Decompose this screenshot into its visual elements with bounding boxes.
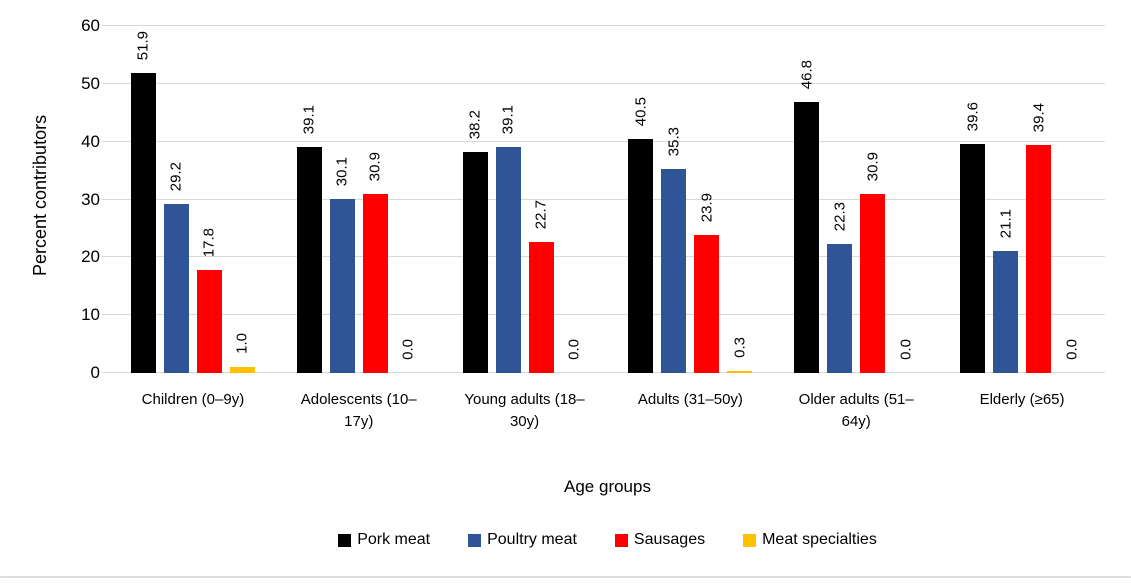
bar-value-label: 39.6 (963, 101, 981, 131)
gridline-0 (102, 372, 1105, 373)
bottom-divider (0, 576, 1131, 578)
gridline-20 (102, 256, 1105, 258)
bar-value-label: 0.3 (731, 337, 749, 359)
bar-meat-specialties: 1.0 (229, 333, 255, 373)
bar-pork-meat: 40.5 (628, 97, 654, 373)
bar-value-label: 1.0 (233, 333, 251, 355)
bar-value-label: 51.9 (134, 30, 152, 60)
bar-value-label: 22.7 (532, 199, 550, 229)
bar-pork-meat: 39.6 (960, 102, 986, 373)
legend-swatch-icon (468, 533, 482, 547)
x-slot-children-0-9y: Children (0–9y) (110, 389, 276, 433)
bar-group-older-adults-51-64y: 46.8 22.3 30.9 0.0 (773, 26, 939, 373)
bar-value-label: 40.5 (632, 96, 650, 126)
y-tick-label-30: 30 (81, 189, 100, 209)
bar-value-label: 21.1 (996, 208, 1014, 238)
legend-swatch-icon (338, 533, 352, 547)
y-tick-label-60: 60 (81, 16, 100, 35)
legend: Pork meat Poultry meat Sausages Meat specia… (110, 531, 1105, 549)
y-tick-label-10: 10 (81, 305, 100, 325)
gridline-10 (102, 314, 1105, 316)
bar-pork-meat: 39.1 (296, 105, 322, 373)
bar-sausages: 39.4 (1026, 103, 1052, 373)
bar-sausages: 17.8 (196, 228, 222, 373)
bar-meat-specialties: 0.3 (727, 337, 753, 373)
bar-group-elderly-65: 39.6 21.1 39.4 0.0 (939, 26, 1105, 373)
bar-poultry-meat: 30.1 (329, 157, 355, 373)
bar-value-label: 39.4 (1029, 102, 1047, 133)
bar-poultry-meat: 39.1 (495, 105, 521, 373)
legend-label: Meat specialties (762, 531, 877, 548)
bar-value-label: 39.1 (499, 104, 517, 134)
bar-value-label: 0.0 (897, 339, 915, 360)
legend-swatch-icon (614, 533, 628, 547)
gridline-60 (102, 25, 1105, 26)
legend-label: Poultry meat (487, 531, 577, 548)
bar-poultry-meat: 22.3 (827, 202, 853, 373)
bar-value-label: 23.9 (698, 192, 716, 222)
bar-value-label: 0.0 (1062, 339, 1080, 360)
x-axis-title: Age groups (564, 477, 651, 496)
y-axis: 0 10 20 30 40 50 60 (0, 16, 100, 382)
bar-value-label: 17.8 (200, 227, 218, 258)
bar-value-label: 0.0 (399, 339, 417, 360)
bar-poultry-meat: 29.2 (163, 162, 189, 373)
bar-value-label: 22.3 (831, 201, 849, 232)
x-slot-adolescents-10-17y: Adolescents (10–17y) (276, 389, 442, 433)
bar-value-label: 30.9 (366, 152, 384, 182)
bar-group-young-adults-18-30y: 38.2 39.1 22.7 0.0 (442, 26, 608, 373)
bar-pork-meat: 46.8 (794, 60, 820, 373)
plot-area: 51.9 29.2 17.8 1.0 39.1 30.1 30.9 0.0 38.2 39.1 22… (102, 25, 1105, 373)
legend-label: Sausages (633, 531, 706, 548)
y-tick-label-20: 20 (81, 247, 100, 267)
bar-sausages: 30.9 (860, 152, 886, 373)
bar-value-label: 38.2 (466, 109, 484, 140)
bar-groups: 51.9 29.2 17.8 1.0 39.1 30.1 30.9 0.0 38.2 39.1 22… (110, 26, 1105, 373)
gridline-50 (102, 82, 1105, 84)
x-category-label: Adolescents (10–17y) (300, 391, 417, 430)
gridline-30 (102, 198, 1105, 200)
legend-item-poultry-meat: Poultry meat (468, 531, 577, 549)
y-tick-label-50: 50 (81, 73, 100, 93)
bar-value-label: 0.0 (565, 339, 583, 360)
bar-value-label: 46.8 (798, 60, 816, 90)
bar-pork-meat: 38.2 (462, 110, 488, 373)
y-tick-label-0: 0 (90, 363, 100, 382)
x-axis-category-labels: Children (0–9y) Adolescents (10–17y) Young… (110, 389, 1105, 433)
x-category-label: Children (0–9y) (141, 391, 245, 408)
bar-sausages: 22.7 (528, 200, 554, 373)
legend-swatch-icon (743, 533, 757, 547)
bar-pork-meat: 51.9 (130, 31, 156, 373)
bar-poultry-meat: 21.1 (993, 209, 1019, 373)
x-category-label: Elderly (≥65) (979, 391, 1065, 408)
legend-item-sausages: Sausages (614, 531, 706, 549)
bar-value-label: 39.1 (300, 104, 318, 134)
bar-group-adolescents-10-17y: 39.1 30.1 30.9 0.0 (276, 26, 442, 373)
bar-sausages: 23.9 (694, 193, 720, 373)
bar-value-label: 30.1 (333, 156, 351, 186)
bar-value-label: 30.9 (864, 152, 882, 182)
gridline-40 (102, 140, 1105, 142)
legend-label: Pork meat (357, 531, 431, 548)
y-tick-label-40: 40 (81, 131, 100, 151)
x-category-label: Adults (31–50y) (637, 391, 743, 408)
x-category-label: Young adults (18–30y) (464, 391, 585, 430)
bar-group-children-0-9y: 51.9 29.2 17.8 1.0 (110, 26, 276, 373)
bar-value-label: 29.2 (167, 161, 185, 192)
bar-group-adults-31-50y: 40.5 35.3 23.9 0.3 (607, 26, 773, 373)
bar-value-label: 35.3 (665, 126, 683, 156)
x-slot-older-adults-51-64y: Older adults (51–64y) (773, 389, 939, 433)
bar-poultry-meat: 35.3 (661, 127, 687, 373)
legend-item-pork-meat: Pork meat (338, 531, 430, 549)
bar-sausages: 30.9 (362, 152, 388, 373)
x-slot-elderly-65: Elderly (≥65) (939, 389, 1105, 433)
x-slot-young-adults-18-30y: Young adults (18–30y) (442, 389, 608, 433)
x-slot-adults-31-50y: Adults (31–50y) (607, 389, 773, 433)
legend-item-meat-specialties: Meat specialties (743, 531, 877, 549)
x-category-label: Older adults (51–64y) (798, 391, 914, 430)
